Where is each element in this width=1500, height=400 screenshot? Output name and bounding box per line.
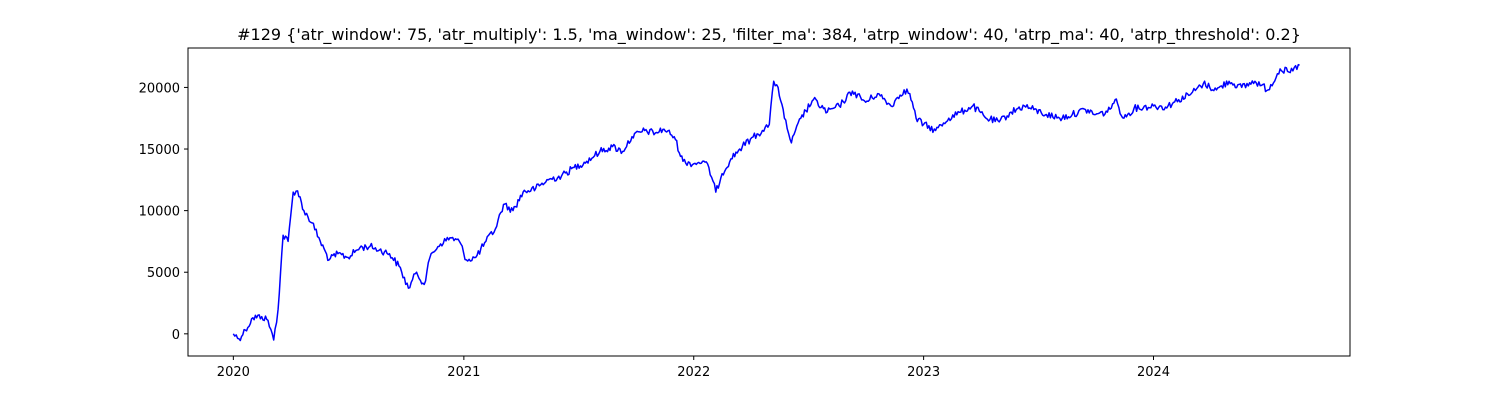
x-axis: 2020 2021 2022 2023 2024 <box>217 356 1170 380</box>
series-line <box>232 63 1300 342</box>
y-tick-label: 20000 <box>139 81 180 96</box>
chart-title: #129 {'atr_window': 75, 'atr_multiply': … <box>237 25 1301 45</box>
axes-frame <box>187 47 1351 357</box>
y-tick-label: 5000 <box>147 266 180 281</box>
plot-area <box>232 63 1300 342</box>
y-axis: 0 5000 10000 15000 20000 <box>139 81 188 343</box>
y-tick-label: 10000 <box>139 205 180 220</box>
x-tick-label: 2024 <box>1137 365 1170 380</box>
x-tick-label: 2021 <box>447 365 480 380</box>
y-tick-label: 0 <box>172 328 180 343</box>
x-tick-label: 2023 <box>907 365 940 380</box>
x-tick-label: 2020 <box>217 365 250 380</box>
x-tick-label: 2022 <box>677 365 710 380</box>
y-tick-label: 15000 <box>139 143 180 158</box>
